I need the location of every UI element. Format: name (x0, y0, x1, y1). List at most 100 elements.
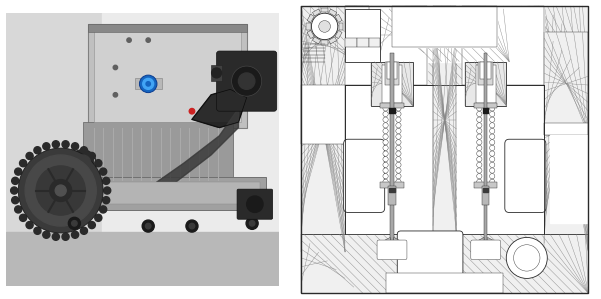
Bar (82, 122, 233, 182)
Circle shape (490, 140, 495, 145)
Circle shape (477, 140, 482, 145)
Bar (362, 6, 404, 26)
Circle shape (490, 117, 495, 122)
Circle shape (52, 141, 59, 148)
Bar (345, 85, 545, 234)
Circle shape (383, 151, 388, 156)
Bar (339, 23, 343, 30)
Bar (321, 40, 328, 45)
Bar (462, 6, 545, 85)
Circle shape (477, 168, 482, 173)
Circle shape (62, 141, 69, 148)
Circle shape (95, 160, 102, 167)
Circle shape (396, 117, 401, 122)
Bar (301, 6, 588, 85)
Circle shape (383, 112, 388, 117)
Circle shape (34, 227, 41, 234)
Bar (88, 24, 246, 32)
Circle shape (383, 168, 388, 173)
FancyBboxPatch shape (344, 139, 385, 213)
Circle shape (212, 68, 222, 78)
Circle shape (490, 112, 495, 117)
Circle shape (36, 166, 85, 215)
Circle shape (26, 222, 33, 229)
Bar (392, 6, 498, 47)
Bar (545, 123, 588, 135)
Circle shape (490, 157, 495, 162)
Circle shape (383, 123, 388, 128)
Bar (357, 6, 409, 38)
Bar (47, 177, 266, 210)
Bar (329, 9, 337, 16)
Polygon shape (192, 89, 246, 128)
Bar (368, 38, 380, 47)
Circle shape (477, 151, 482, 156)
Bar (475, 65, 496, 103)
Circle shape (396, 179, 401, 184)
Circle shape (396, 128, 401, 134)
Circle shape (477, 179, 482, 184)
Circle shape (72, 143, 79, 150)
Bar (345, 6, 427, 85)
Bar (211, 65, 222, 81)
Circle shape (14, 206, 22, 213)
Circle shape (396, 168, 401, 173)
Circle shape (490, 168, 495, 173)
Bar (307, 30, 314, 39)
Circle shape (95, 214, 102, 221)
Circle shape (383, 145, 388, 151)
Bar (380, 103, 404, 109)
Circle shape (43, 143, 50, 150)
Bar (345, 6, 427, 85)
Bar (88, 24, 246, 128)
Circle shape (142, 220, 154, 232)
Bar (465, 62, 506, 106)
Bar (389, 109, 395, 113)
Bar (307, 14, 314, 22)
Bar (380, 182, 404, 187)
Circle shape (69, 217, 81, 229)
Bar (474, 182, 498, 187)
Circle shape (100, 206, 107, 213)
Circle shape (43, 231, 50, 238)
Bar (388, 186, 395, 205)
Circle shape (231, 66, 261, 96)
Bar (478, 62, 493, 85)
Circle shape (246, 196, 263, 212)
Circle shape (396, 173, 401, 179)
Circle shape (396, 145, 401, 151)
Circle shape (81, 147, 88, 154)
Circle shape (477, 117, 482, 122)
Circle shape (311, 13, 338, 40)
Circle shape (477, 134, 482, 139)
Bar (335, 30, 342, 39)
Circle shape (100, 168, 107, 175)
Circle shape (88, 222, 96, 229)
Bar (321, 8, 328, 12)
Bar (480, 6, 532, 38)
Bar (474, 103, 498, 109)
FancyBboxPatch shape (237, 189, 273, 219)
Circle shape (477, 173, 482, 179)
Circle shape (490, 123, 495, 128)
Bar (484, 53, 487, 243)
Bar (462, 6, 545, 85)
Circle shape (146, 38, 150, 42)
Circle shape (75, 155, 91, 171)
Circle shape (396, 134, 401, 139)
Bar (335, 14, 342, 22)
Bar (391, 53, 394, 243)
Circle shape (396, 106, 401, 111)
Bar (301, 234, 588, 293)
Bar (102, 13, 279, 231)
Bar (135, 78, 162, 89)
Bar (380, 9, 509, 62)
FancyBboxPatch shape (216, 51, 276, 111)
Circle shape (146, 82, 150, 86)
Circle shape (20, 160, 26, 167)
Circle shape (145, 223, 151, 229)
Circle shape (20, 214, 26, 221)
Bar (301, 85, 345, 144)
Bar (345, 6, 368, 32)
Circle shape (490, 128, 495, 134)
